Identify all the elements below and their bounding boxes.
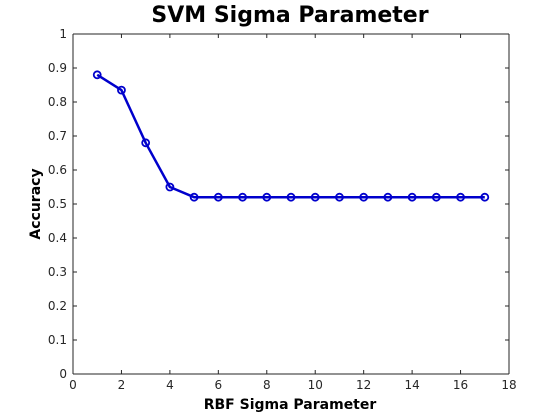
data-point <box>117 85 126 95</box>
x-tick-label: 16 <box>453 378 468 392</box>
x-tick-label: 4 <box>166 378 174 392</box>
data-point <box>407 192 417 202</box>
y-tick-label: 0.2 <box>48 299 67 313</box>
x-tick-label: 12 <box>356 378 371 392</box>
data-point <box>431 192 441 202</box>
x-tick-label: 10 <box>308 378 323 392</box>
plot-area <box>73 34 509 374</box>
x-tick-label: 8 <box>263 378 271 392</box>
y-tick-label: 0.4 <box>48 231 67 245</box>
data-point <box>189 192 199 202</box>
y-tick-label: 0.9 <box>48 61 67 75</box>
data-point <box>480 192 490 202</box>
y-axis-label: Accuracy <box>28 168 44 239</box>
data-point <box>238 192 247 202</box>
series-layer <box>92 70 490 202</box>
data-point <box>92 70 102 80</box>
y-tick-label: 0.7 <box>48 129 67 143</box>
x-tick-label: 18 <box>501 378 516 392</box>
y-tick-label: 1 <box>59 27 67 41</box>
x-tick-label: 14 <box>404 378 419 392</box>
data-point <box>359 192 369 202</box>
data-point <box>383 192 393 202</box>
x-axis-label: RBF Sigma Parameter <box>204 397 377 413</box>
data-point <box>213 192 223 202</box>
series-line <box>96 73 485 199</box>
y-tick-label: 0.8 <box>48 95 67 109</box>
y-tick-label: 0.3 <box>48 265 67 279</box>
y-tick-label: 0.1 <box>48 333 67 347</box>
chart-title: SVM Sigma Parameter <box>151 3 428 28</box>
y-tick-label: 0.5 <box>48 197 67 211</box>
x-tick-label: 0 <box>69 378 77 392</box>
x-ticks: 0 2 4 6 8 10 12 14 16 18 <box>69 34 517 392</box>
data-point <box>335 192 344 202</box>
y-tick-label: 0 <box>59 367 67 381</box>
x-tick-label: 2 <box>118 378 126 392</box>
data-point <box>141 138 151 148</box>
y-ticks: 0 0.1 0.2 0.3 0.4 0.5 0.6 0.7 0.8 0.9 1 <box>48 27 509 381</box>
data-point <box>310 192 320 202</box>
data-point <box>165 182 175 192</box>
data-point <box>456 192 465 202</box>
x-tick-label: 6 <box>215 378 223 392</box>
y-tick-label: 0.6 <box>48 163 67 177</box>
data-point <box>262 192 272 202</box>
data-point <box>286 192 296 202</box>
